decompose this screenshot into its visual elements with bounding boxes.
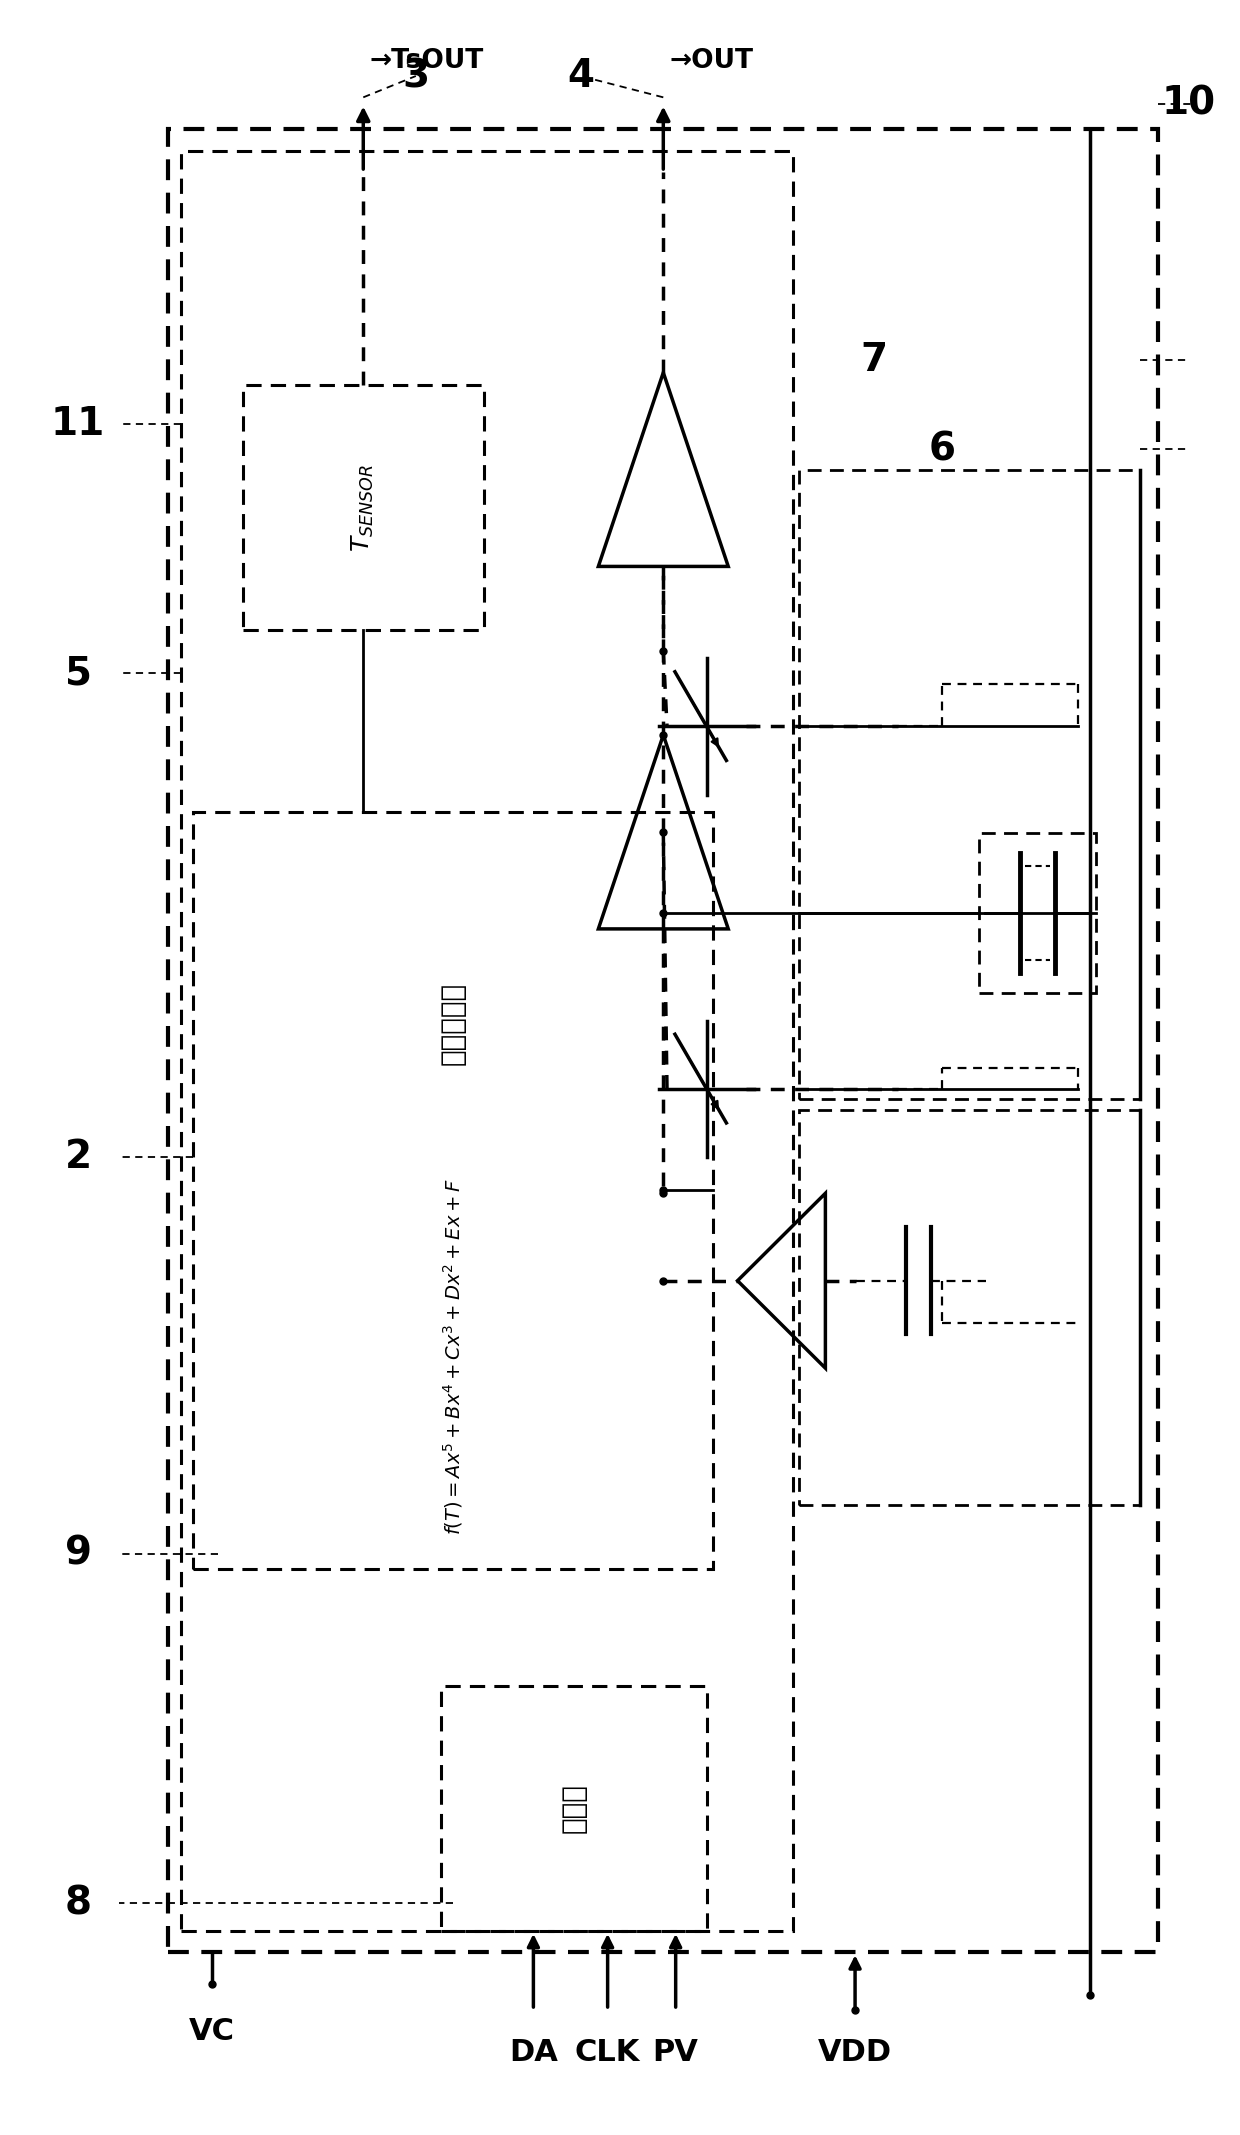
Text: $f(T) = Ax^5 + Bx^4 + Cx^3 + Dx^2 + Ex + F$: $f(T) = Ax^5 + Bx^4 + Cx^3 + Dx^2 + Ex +… bbox=[441, 1179, 465, 1535]
Bar bbox=[243, 384, 484, 630]
Text: VC: VC bbox=[188, 2018, 234, 2045]
Bar bbox=[800, 470, 1140, 1100]
Bar bbox=[440, 1687, 707, 1930]
Text: 温度补偿块: 温度补偿块 bbox=[439, 982, 467, 1065]
Text: PV: PV bbox=[652, 2039, 698, 2067]
Text: 数据块: 数据块 bbox=[559, 1783, 588, 1834]
Text: CLK: CLK bbox=[575, 2039, 640, 2067]
Text: →OUT: →OUT bbox=[670, 49, 754, 75]
Text: 5: 5 bbox=[64, 653, 92, 692]
Text: 9: 9 bbox=[64, 1535, 92, 1573]
Text: 8: 8 bbox=[64, 1885, 92, 1922]
Text: 4: 4 bbox=[567, 58, 594, 96]
Bar bbox=[193, 811, 713, 1569]
Text: 10: 10 bbox=[1162, 85, 1216, 122]
Text: 2: 2 bbox=[64, 1138, 92, 1176]
Text: 7: 7 bbox=[861, 342, 887, 378]
Bar bbox=[978, 833, 1096, 993]
Text: DA: DA bbox=[508, 2039, 558, 2067]
Bar bbox=[800, 1110, 1140, 1505]
Text: VDD: VDD bbox=[818, 2039, 892, 2067]
Text: 11: 11 bbox=[51, 404, 105, 442]
Text: 6: 6 bbox=[929, 429, 955, 468]
Bar bbox=[169, 130, 1158, 1951]
Text: 3: 3 bbox=[402, 58, 429, 96]
Text: $T_{SENSOR}$: $T_{SENSOR}$ bbox=[350, 463, 377, 551]
Bar bbox=[181, 152, 794, 1930]
Text: →TsOUT: →TsOUT bbox=[370, 49, 484, 75]
